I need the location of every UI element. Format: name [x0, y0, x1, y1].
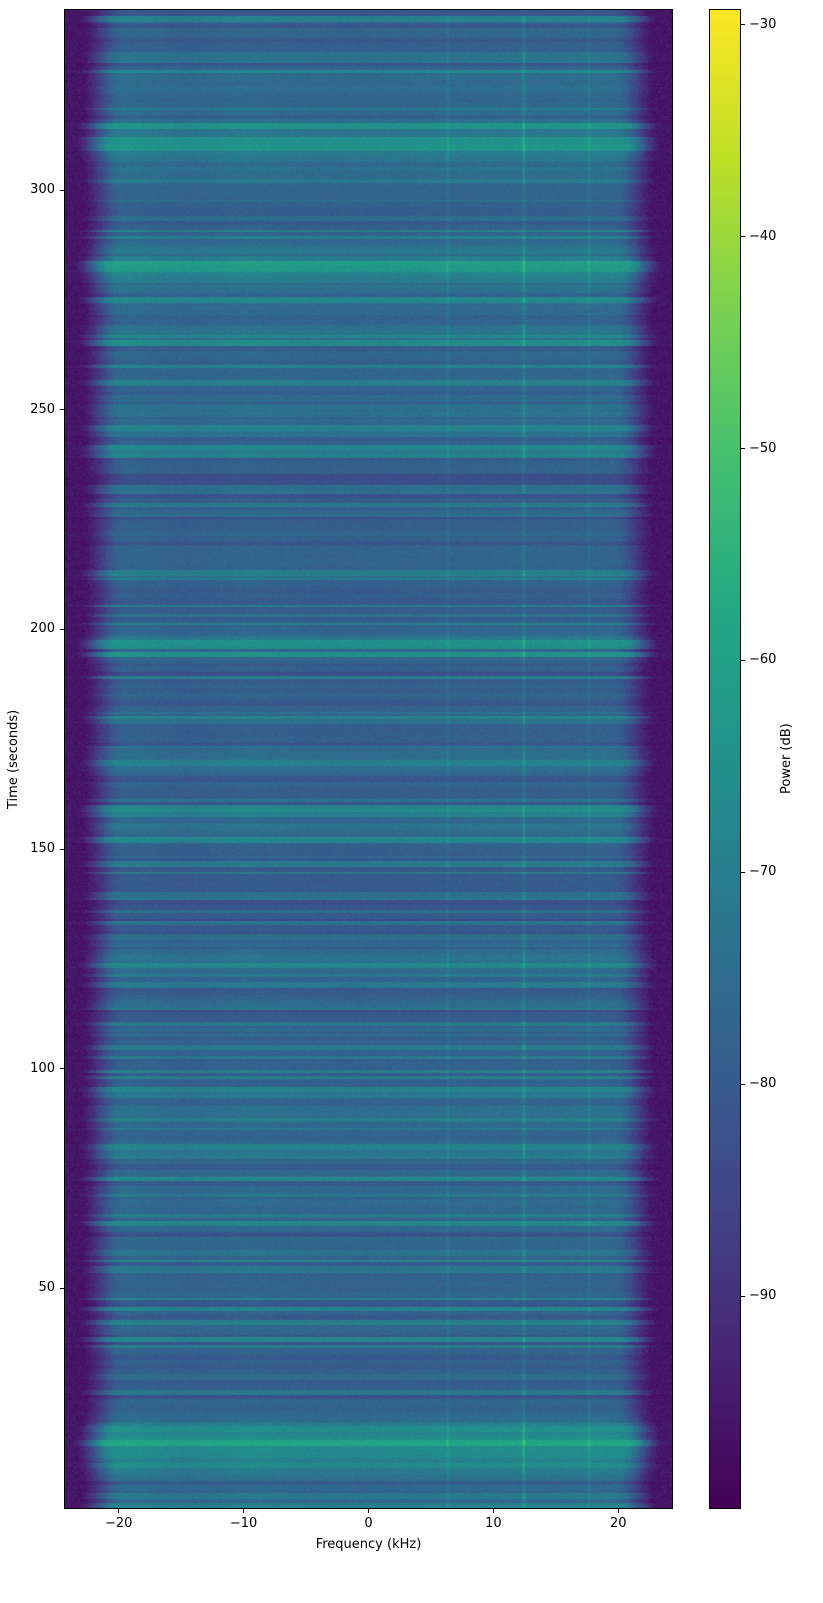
colorbar-tick-mark: [741, 659, 745, 661]
colorbar-tick-mark: [741, 1295, 745, 1297]
y-tick-mark: [60, 628, 64, 630]
x-tick-mark: [118, 1509, 120, 1513]
x-tick-mark: [492, 1509, 494, 1513]
x-axis-label: Frequency (kHz): [315, 1537, 422, 1552]
x-tick-mark: [243, 1509, 245, 1513]
colorbar-tick-label: −70: [749, 864, 777, 880]
y-tick-mark: [60, 409, 64, 411]
x-tick-label: 0: [364, 1516, 373, 1531]
colorbar-tick-label: −50: [749, 440, 777, 456]
x-tick-label: −20: [104, 1516, 133, 1531]
colorbar-tick-mark: [741, 871, 745, 873]
y-tick-mark: [60, 1287, 64, 1289]
spectrogram-heatmap: [65, 10, 672, 1508]
x-tick-label: −10: [229, 1516, 258, 1531]
y-tick-mark: [60, 1068, 64, 1070]
colorbar-tick-mark: [741, 448, 745, 450]
x-tick-label: 20: [610, 1516, 627, 1531]
colorbar-tick-label: −80: [749, 1076, 777, 1092]
colorbar-tick-label: −60: [749, 652, 777, 668]
colorbar-tick-mark: [741, 24, 745, 26]
y-tick-label: 50: [38, 1280, 55, 1296]
colorbar: [710, 10, 740, 1508]
colorbar-tick-label: −30: [749, 16, 777, 32]
x-tick-label: 10: [485, 1516, 502, 1531]
y-tick-label: 100: [30, 1060, 55, 1076]
colorbar-tick-label: −40: [749, 228, 777, 244]
x-tick-mark: [617, 1509, 619, 1513]
y-tick-label: 300: [30, 182, 55, 198]
colorbar-label: Power (dB): [779, 723, 794, 795]
colorbar-tick-mark: [741, 236, 745, 238]
y-tick-label: 150: [30, 841, 55, 857]
y-tick-label: 250: [30, 401, 55, 417]
y-tick-label: 200: [30, 621, 55, 637]
y-axis-label: Time (seconds): [6, 709, 21, 809]
colorbar-tick-label: −90: [749, 1288, 777, 1304]
y-tick-mark: [60, 848, 64, 850]
x-tick-mark: [368, 1509, 369, 1513]
colorbar-tick-mark: [741, 1083, 745, 1085]
y-tick-mark: [60, 189, 64, 191]
